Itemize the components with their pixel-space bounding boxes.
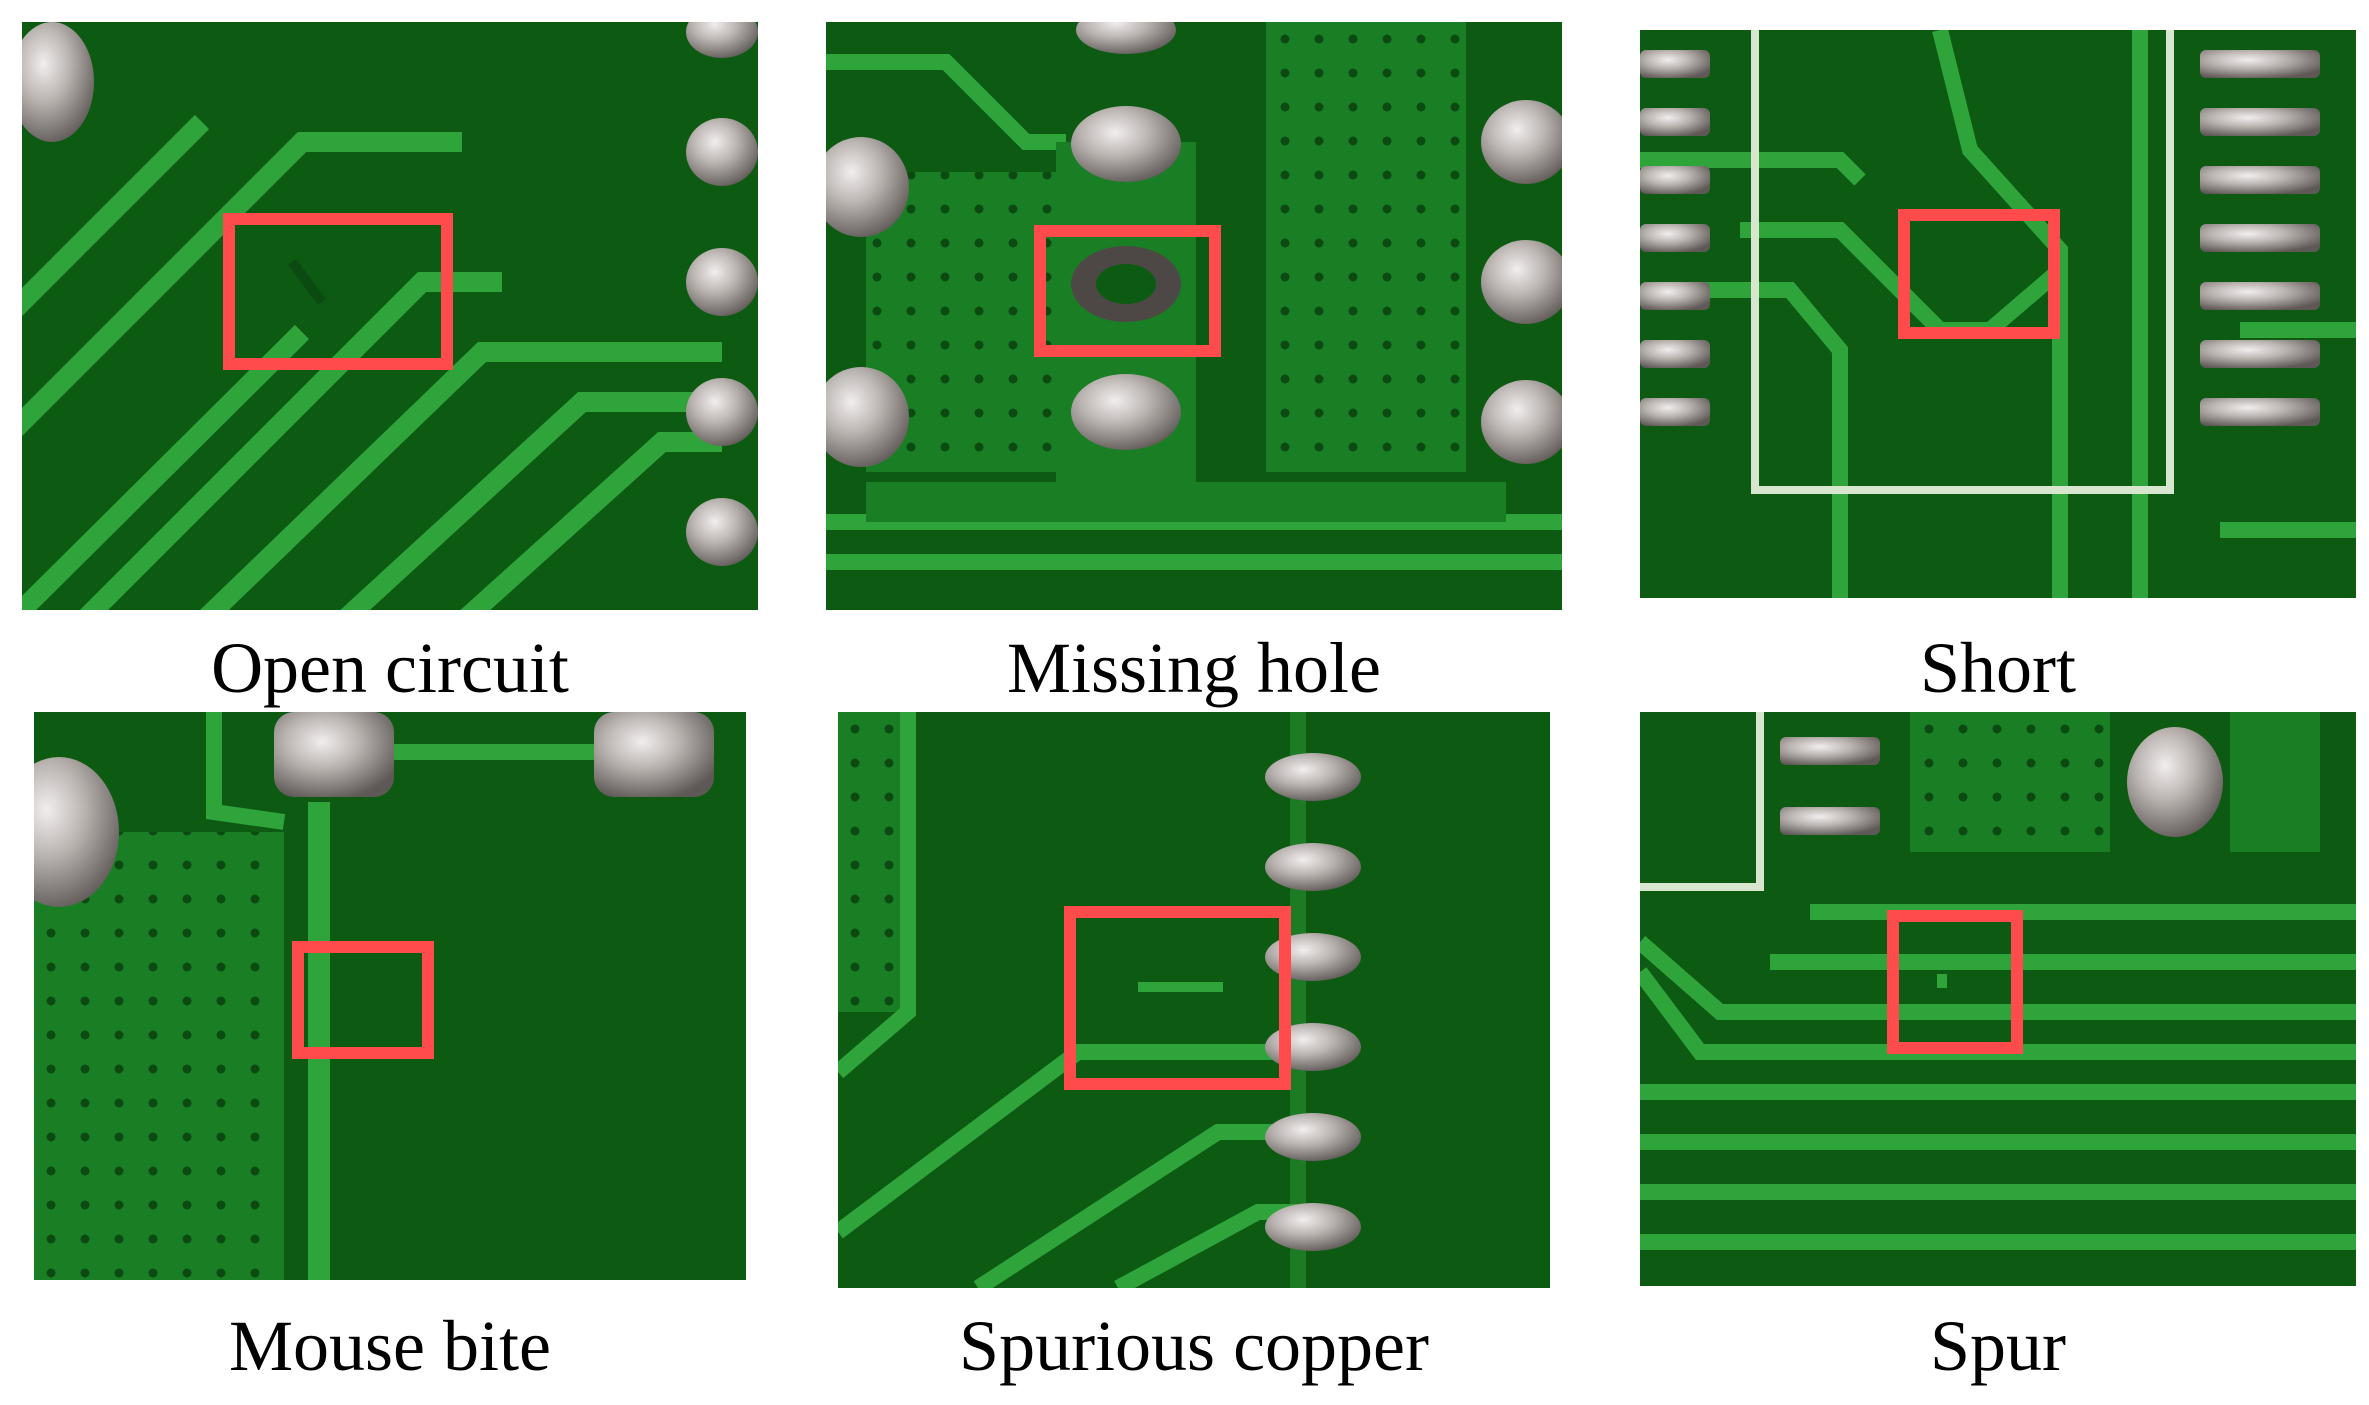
pcb-image-short xyxy=(1640,30,2356,598)
defect-marker xyxy=(223,213,453,370)
defect-marker xyxy=(292,941,434,1059)
caption-open-circuit: Open circuit xyxy=(211,628,569,708)
caption-missing-hole: Missing hole xyxy=(1006,628,1382,708)
defect-marker xyxy=(1064,906,1291,1090)
pcb-image-mouse-bite xyxy=(34,712,746,1280)
caption-spurious-copper: Spurious copper xyxy=(959,1306,1429,1386)
caption-mouse-bite: Mouse bite xyxy=(229,1306,551,1386)
pcb-image-open-circuit xyxy=(22,22,758,610)
defect-marker xyxy=(1034,225,1221,357)
pcb-image-spur xyxy=(1640,712,2356,1286)
defect-marker xyxy=(1898,209,2060,339)
pcb-image-missing-hole xyxy=(826,22,1562,610)
pcb-image-spurious-copper xyxy=(838,712,1550,1288)
defect-marker xyxy=(1887,910,2023,1054)
caption-short: Short xyxy=(1919,628,2077,708)
caption-spur: Spur xyxy=(1929,1306,2067,1386)
